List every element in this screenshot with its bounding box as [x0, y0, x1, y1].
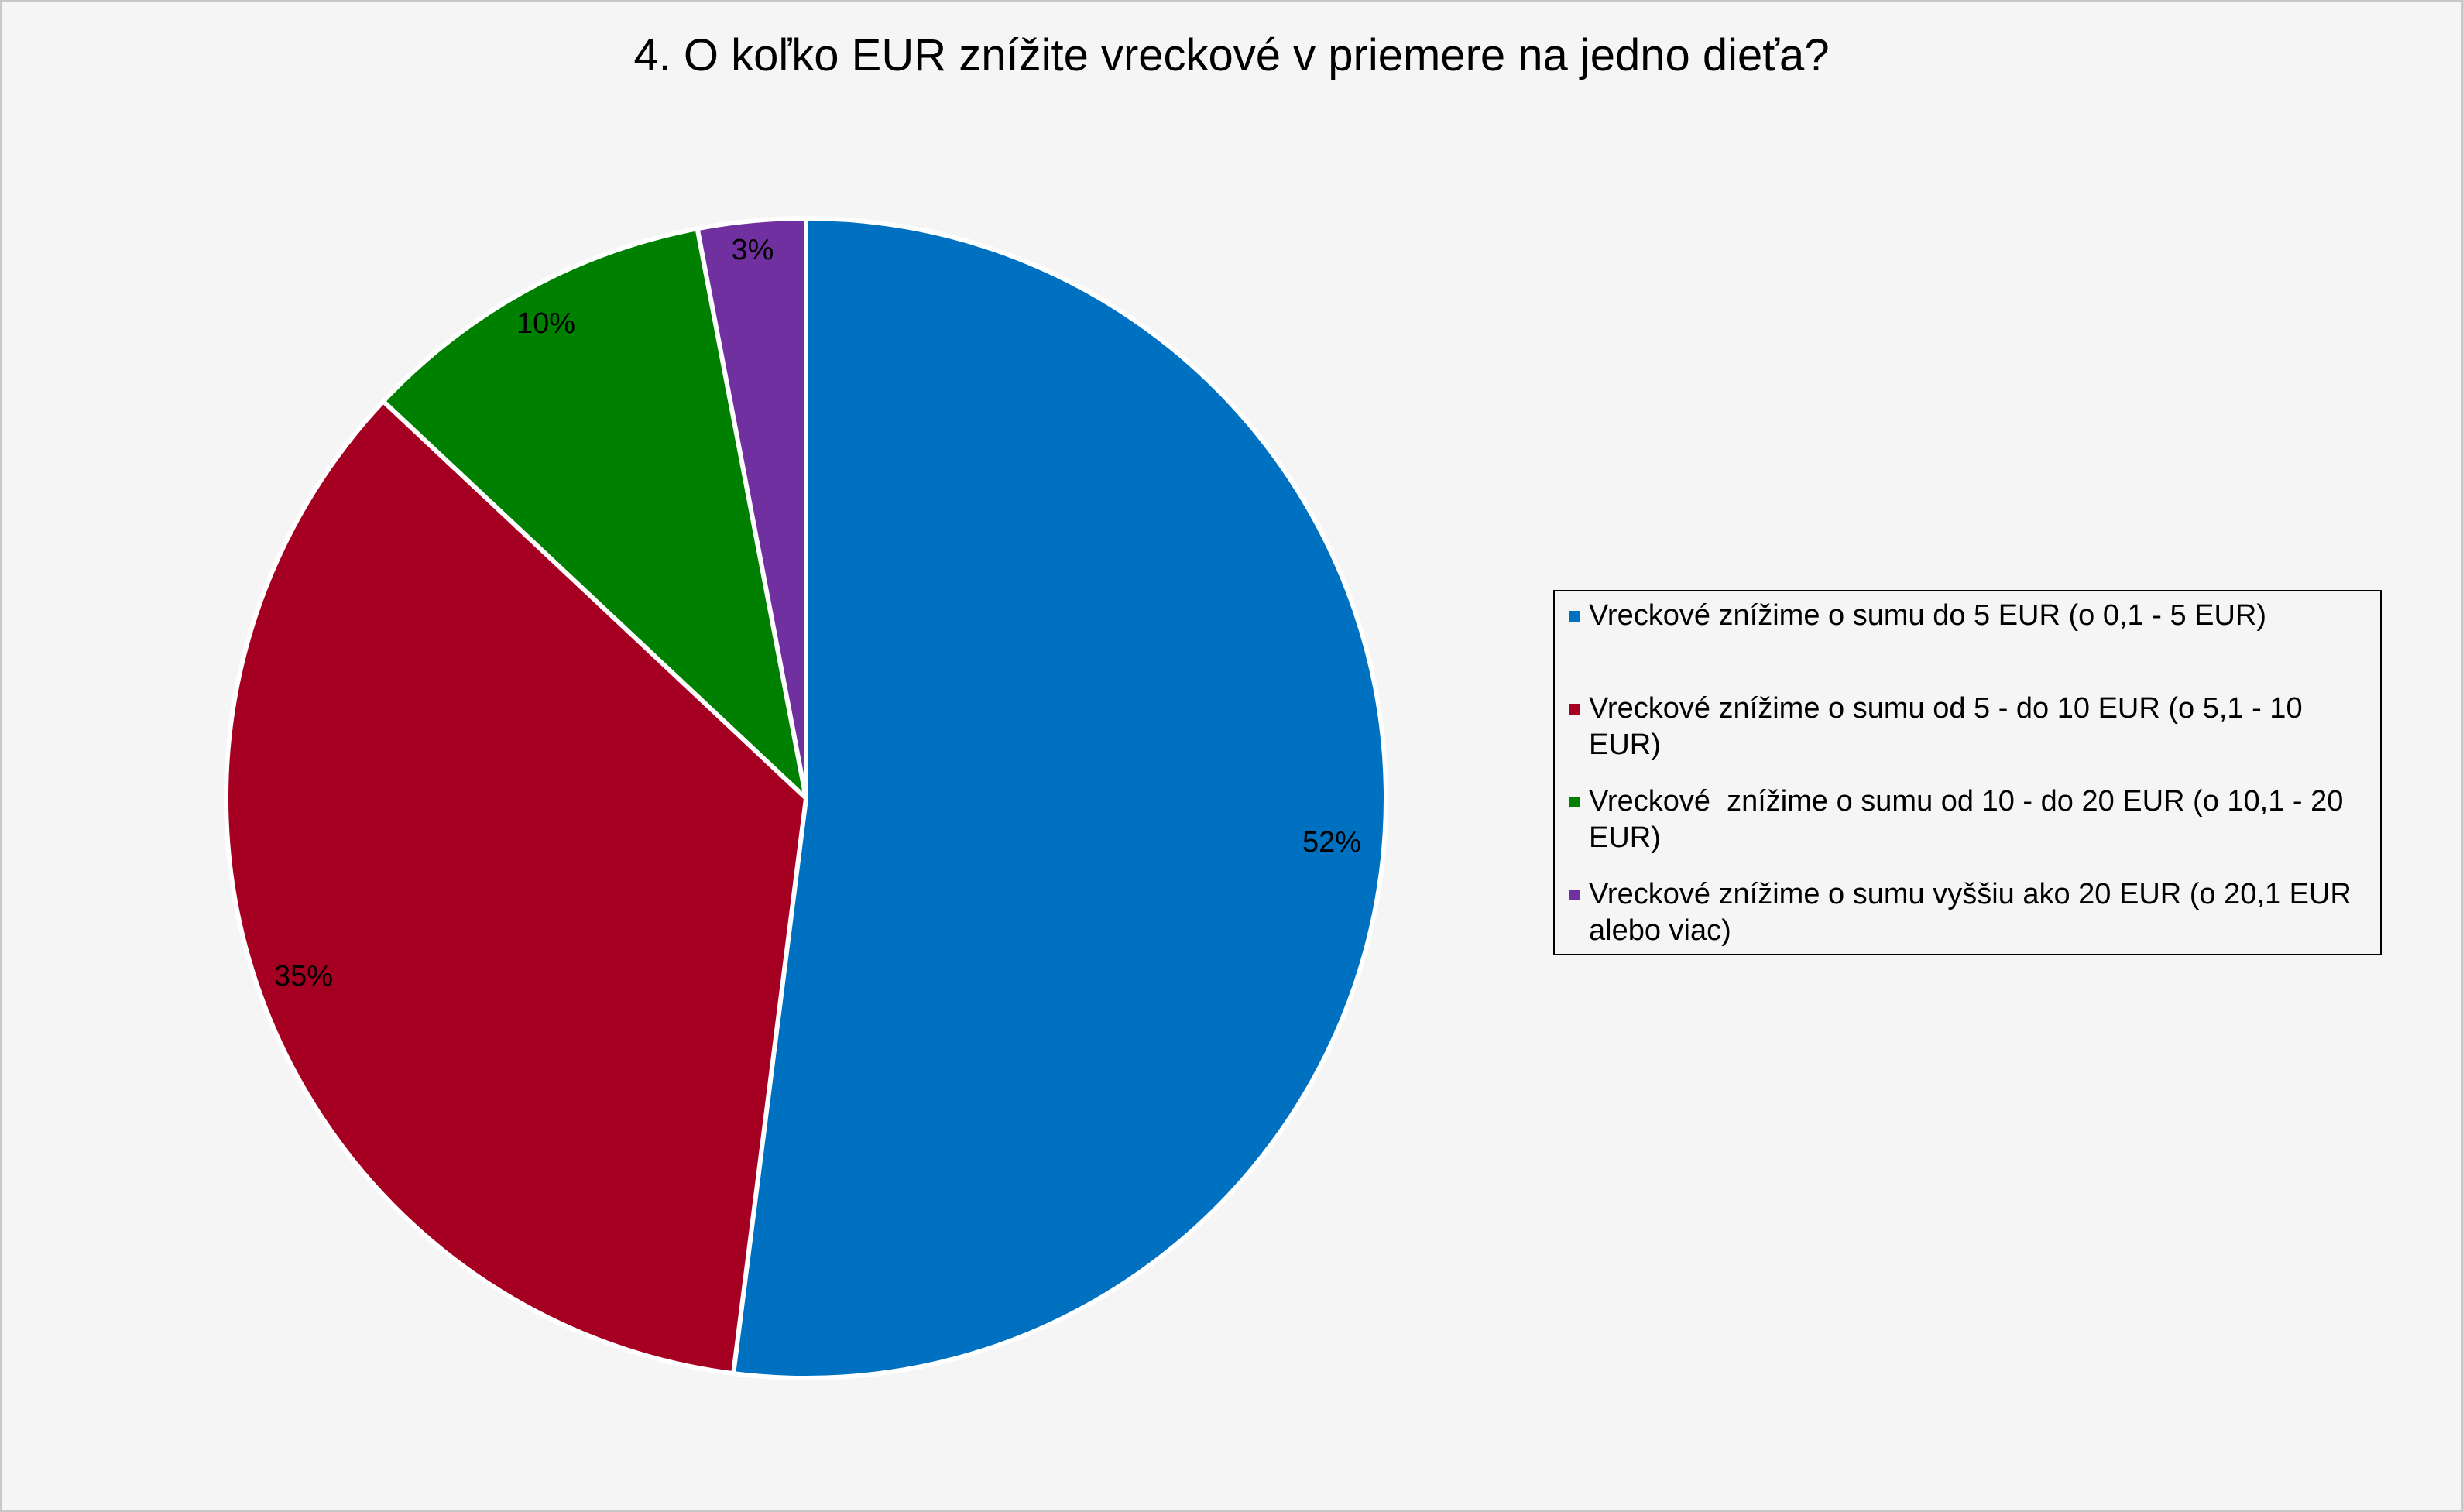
data-label-3: 10%: [516, 307, 575, 340]
legend: Vreckové znížime o sumu do 5 EUR (o 0,1 …: [1553, 590, 2382, 955]
legend-item-2: Vreckové znížime o sumu od 5 - do 10 EUR…: [1569, 691, 2374, 763]
legend-label-2: Vreckové znížime o sumu od 5 - do 10 EUR…: [1589, 692, 2311, 761]
legend-swatch-2: [1569, 704, 1580, 715]
legend-item-1: Vreckové znížime o sumu do 5 EUR (o 0,1 …: [1569, 598, 2374, 634]
data-label-1: 52%: [1302, 826, 1361, 859]
legend-label-3: Vreckové znížime o sumu od 10 - do 20 EU…: [1589, 785, 2352, 854]
pie-slice-1: [731, 216, 1389, 1380]
pie-slice-3: [381, 226, 808, 801]
legend-swatch-1: [1569, 611, 1580, 622]
legend-swatch-4: [1569, 890, 1580, 900]
legend-item-3: Vreckové znížime o sumu od 10 - do 20 EU…: [1569, 783, 2374, 856]
legend-swatch-3: [1569, 797, 1580, 807]
legend-label-4: Vreckové znížime o sumu vyššiu ako 20 EU…: [1589, 878, 2360, 947]
pie-slice-2: [224, 399, 808, 1377]
legend-label-1: Vreckové znížime o sumu do 5 EUR (o 0,1 …: [1589, 599, 2267, 632]
pie-slice-4: [695, 216, 808, 801]
legend-item-4: Vreckové znížime o sumu vyššiu ako 20 EU…: [1569, 876, 2374, 949]
data-label-4: 3%: [732, 234, 774, 266]
chart-title: 4. O koľko EUR znížite vreckové v prieme…: [633, 30, 1830, 81]
data-label-2: 35%: [274, 960, 333, 993]
